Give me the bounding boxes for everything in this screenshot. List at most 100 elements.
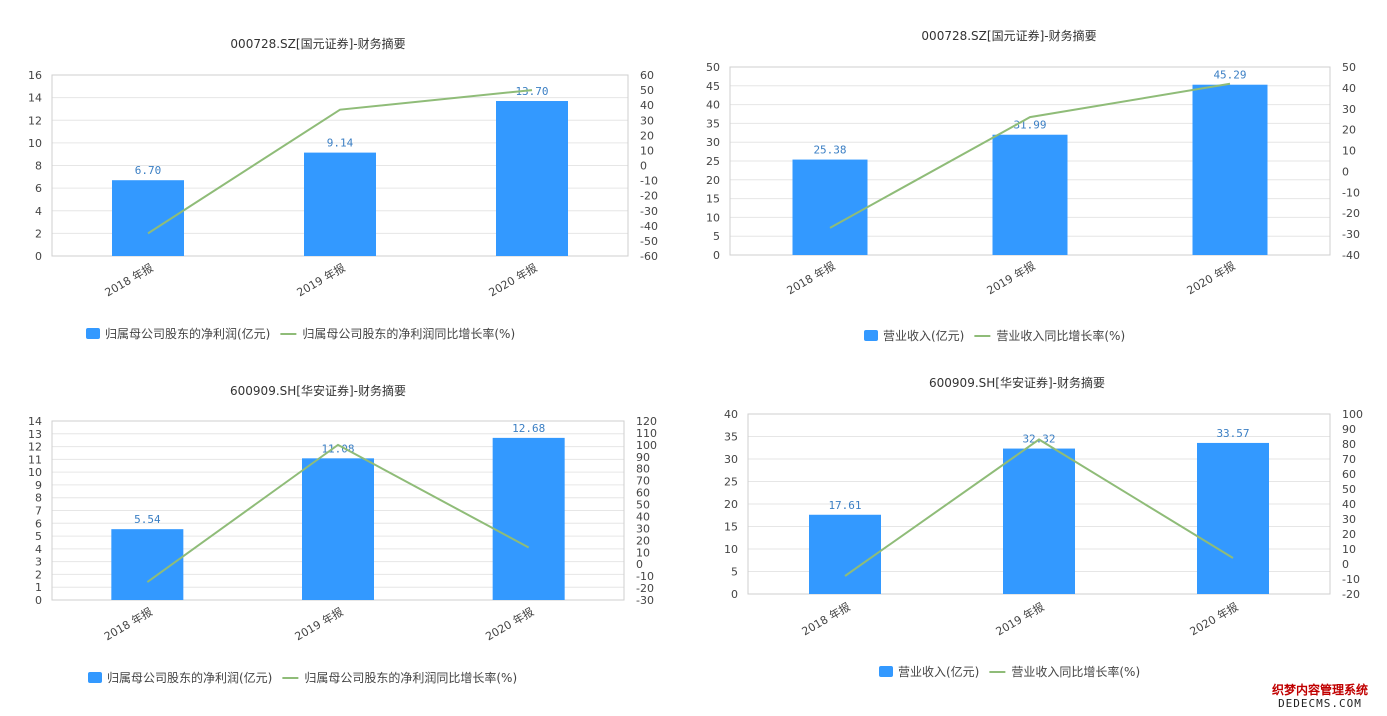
- y-left-tick-label: 14: [28, 92, 42, 105]
- y-left-tick-label: 45: [706, 80, 720, 93]
- legend-bar-swatch: [86, 328, 100, 339]
- chart-title: 000728.SZ[国元证券]-财务摘要: [230, 36, 405, 51]
- y-right-tick-label: 60: [636, 487, 650, 500]
- y-right-tick-label: -30: [640, 205, 658, 218]
- y-right-tick-label: 20: [636, 534, 650, 547]
- y-right-tick-label: 40: [640, 99, 654, 112]
- bar: [1192, 84, 1268, 256]
- y-left-tick-label: 3: [35, 556, 42, 569]
- y-left-tick-label: 40: [706, 99, 720, 112]
- y-left-tick-label: 11: [28, 453, 42, 466]
- y-left-tick-label: 5: [731, 566, 738, 579]
- y-left-tick-label: 30: [724, 453, 738, 466]
- y-right-tick-label: 80: [1342, 438, 1356, 451]
- bar-data-label: 45.29: [1213, 69, 1246, 82]
- y-right-tick-label: 20: [1342, 528, 1356, 541]
- legend-bar-label: 营业收入(亿元): [898, 664, 979, 679]
- bar-data-label: 31.99: [1013, 119, 1046, 132]
- y-right-tick-label: 90: [1342, 423, 1356, 436]
- y-left-tick-label: 10: [28, 137, 42, 150]
- y-right-tick-label: -20: [636, 582, 654, 595]
- legend-bar-label: 归属母公司股东的净利润(亿元): [105, 326, 270, 341]
- x-category-label: 2018 年报: [799, 599, 852, 638]
- y-left-tick-label: 10: [724, 543, 738, 556]
- y-right-tick-label: 100: [1342, 408, 1363, 421]
- y-left-tick-label: 0: [35, 250, 42, 263]
- y-left-tick-label: 2: [35, 568, 42, 581]
- y-left-tick-label: 13: [28, 428, 42, 441]
- y-left-tick-label: 0: [35, 594, 42, 607]
- y-right-tick-label: 70: [636, 475, 650, 488]
- x-category-label: 2019 年报: [292, 604, 345, 643]
- chart-3: 600909.SH[华安证券]-财务摘要01234567891011121314…: [28, 383, 657, 685]
- y-right-tick-label: -30: [1342, 228, 1360, 241]
- y-right-tick-label: -10: [640, 175, 658, 188]
- y-left-tick-label: 35: [724, 431, 738, 444]
- legend-line-label: 营业收入同比增长率(%): [996, 328, 1125, 343]
- chart-title: 600909.SH[华安证券]-财务摘要: [230, 383, 406, 398]
- y-right-tick-label: 10: [636, 546, 650, 559]
- y-left-tick-label: 10: [28, 466, 42, 479]
- x-category-label: 2020 年报: [486, 260, 539, 299]
- x-category-label: 2020 年报: [1187, 599, 1240, 638]
- y-left-tick-label: 5: [713, 230, 720, 243]
- chart-1: 000728.SZ[国元证券]-财务摘要 0 2 4 6 8 10 12 14 16 -60 -50 -…: [28, 36, 658, 341]
- x-category-label: 2019 年报: [984, 258, 1037, 297]
- legend-line-label: 归属母公司股东的净利润同比增长率(%): [304, 670, 517, 685]
- y-left-tick-label: 20: [724, 498, 738, 511]
- y-right-tick-label: 20: [640, 129, 654, 142]
- legend: 营业收入(亿元) 营业收入同比增长率(%): [879, 664, 1140, 679]
- y-left-tick-label: 25: [724, 476, 738, 489]
- y-right-tick-label: -60: [640, 250, 658, 263]
- legend: 营业收入(亿元) 营业收入同比增长率(%): [864, 328, 1125, 343]
- y-left-tick-label: 5: [35, 530, 42, 543]
- x-category-label: 2018 年报: [102, 260, 155, 299]
- y-right-tick-label: -40: [1342, 249, 1360, 262]
- y-right-tick-label: 40: [1342, 82, 1356, 95]
- y-right-tick-label: -40: [640, 220, 658, 233]
- y-left-tick-label: 6: [35, 182, 42, 195]
- y-right-tick-label: -10: [1342, 573, 1360, 586]
- y-right-tick-label: 30: [1342, 513, 1356, 526]
- bar: [496, 101, 568, 256]
- y-right-tick-label: 50: [1342, 483, 1356, 496]
- watermark-logo: 织梦内容管理系统 DEDECMS.COM: [1261, 683, 1379, 710]
- legend-bar-swatch: [879, 666, 893, 677]
- y-right-tick-label: -20: [1342, 207, 1360, 220]
- bar-data-label: 17.61: [828, 499, 861, 512]
- bar: [809, 514, 881, 594]
- bar-data-label: 33.57: [1216, 427, 1249, 440]
- legend-bar-label: 归属母公司股东的净利润(亿元): [107, 670, 272, 685]
- legend-line-label: 归属母公司股东的净利润同比增长率(%): [302, 326, 515, 341]
- y-right-tick-label: 50: [636, 499, 650, 512]
- y-right-tick-label: 30: [1342, 103, 1356, 116]
- y-left-tick-label: 14: [28, 415, 42, 428]
- legend-bar-swatch: [88, 672, 102, 683]
- chart-4: 600909.SH[华安证券]-财务摘要 0 5 10 15 20 25 30 35 40 -20 -…: [724, 375, 1363, 679]
- y-left-tick-label: 0: [731, 588, 738, 601]
- bar-data-label: 12.68: [512, 422, 545, 435]
- y-left-tick-label: 16: [28, 69, 42, 82]
- bar-data-label: 13.70: [515, 85, 548, 98]
- y-right-tick-label: 60: [640, 69, 654, 82]
- legend-bar-swatch: [864, 330, 878, 341]
- y-left-tick-label: 0: [713, 249, 720, 262]
- x-category-label: 2020 年报: [1184, 258, 1237, 297]
- y-left-tick-label: 12: [28, 441, 42, 454]
- y-left-tick-label: 9: [35, 479, 42, 492]
- chart-2: 000728.SZ[国元证券]-财务摘要 0 5 10 15 20 25 30 35 40 45 50…: [706, 28, 1360, 343]
- y-left-tick-label: 8: [35, 492, 42, 505]
- watermark-line1: 织梦内容管理系统: [1271, 683, 1368, 697]
- y-left-tick-label: 4: [35, 205, 42, 218]
- y-left-tick-label: 40: [724, 408, 738, 421]
- x-category-label: 2019 年报: [993, 599, 1046, 638]
- y-left-tick-label: 7: [35, 505, 42, 518]
- y-right-tick-label: 110: [636, 427, 657, 440]
- y-left-tick-label: 2: [35, 227, 42, 240]
- y-right-tick-label: 60: [1342, 468, 1356, 481]
- y-left-tick-label: 15: [706, 193, 720, 206]
- y-right-tick-label: 30: [640, 114, 654, 127]
- y-right-tick-label: 50: [1342, 61, 1356, 74]
- y-left-tick-label: 35: [706, 117, 720, 130]
- y-right-tick-label: 0: [636, 558, 643, 571]
